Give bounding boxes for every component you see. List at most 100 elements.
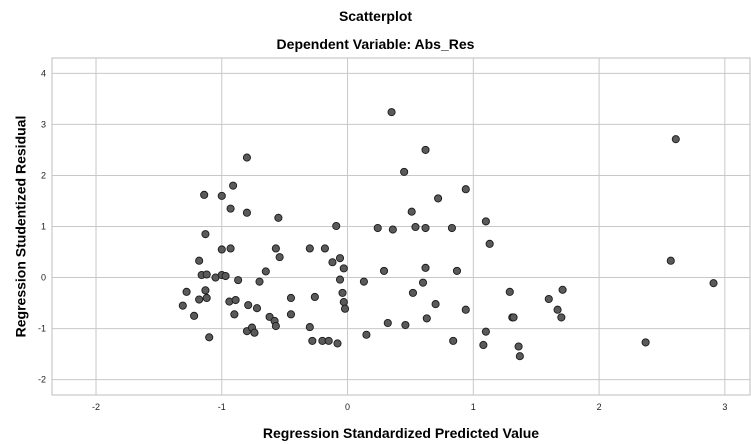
y-tick-label: 0 — [41, 273, 46, 283]
y-tick-label: 1 — [41, 222, 46, 232]
data-point — [379, 266, 389, 275]
data-point — [200, 190, 209, 199]
data-point — [271, 244, 280, 253]
data-point — [226, 204, 235, 213]
data-point — [373, 223, 382, 233]
data-point — [340, 304, 350, 313]
data-point — [434, 194, 443, 203]
data-point — [411, 222, 420, 232]
data-point — [234, 276, 243, 285]
y-tick-label: 3 — [41, 119, 46, 129]
data-point — [553, 305, 562, 314]
y-tick-label: 4 — [41, 68, 46, 78]
data-point — [401, 320, 410, 330]
data-point — [359, 277, 368, 286]
data-point — [421, 145, 430, 154]
data-point — [338, 288, 347, 297]
tick-labels: -2 -1 0 1 2 3 -2 -1 0 1 2 3 4 — [38, 68, 727, 412]
data-point — [333, 339, 342, 348]
data-point — [195, 256, 204, 265]
data-point — [201, 230, 210, 239]
data-point — [481, 327, 490, 336]
data-point — [461, 185, 470, 194]
data-point — [230, 310, 239, 319]
data-point — [422, 314, 431, 323]
data-point — [449, 336, 458, 345]
x-tick-label: 2 — [597, 402, 602, 412]
data-point — [544, 294, 553, 304]
chart-subtitle: Dependent Variable: Abs_Res — [276, 36, 475, 52]
data-point — [252, 304, 262, 313]
data-point — [229, 181, 238, 190]
x-tick-label: -1 — [218, 402, 226, 412]
y-axis-label: Regression Studentized Residual — [13, 116, 29, 338]
data-point — [202, 293, 211, 303]
y-tick-label: 2 — [41, 170, 46, 180]
data-point — [418, 278, 428, 287]
data-point — [335, 275, 345, 284]
data-point — [308, 336, 317, 345]
data-point — [261, 267, 270, 276]
data-point — [431, 300, 440, 309]
data-point — [182, 287, 191, 296]
data-point — [332, 221, 341, 231]
data-point — [447, 223, 456, 233]
data-point — [178, 301, 187, 310]
data-point — [383, 318, 392, 328]
data-point — [328, 258, 337, 267]
x-tick-label: 0 — [345, 402, 350, 412]
data-point — [481, 217, 490, 226]
y-tick-label: -2 — [38, 375, 46, 385]
y-tick-label: -1 — [38, 324, 46, 334]
data-point — [286, 310, 296, 319]
data-point — [671, 135, 680, 144]
data-points — [178, 108, 718, 361]
data-point — [387, 108, 396, 117]
data-point — [242, 153, 251, 162]
data-point — [324, 336, 333, 345]
chart-title: Scatterplot — [338, 8, 413, 24]
data-point — [514, 342, 523, 351]
x-tick-label: 3 — [722, 402, 727, 412]
data-point — [205, 333, 214, 342]
data-point — [217, 191, 226, 200]
x-tick-label: 1 — [471, 402, 476, 412]
data-point — [558, 285, 567, 294]
data-point — [557, 313, 566, 322]
data-point — [505, 287, 514, 296]
data-point — [335, 254, 345, 263]
data-point — [275, 253, 284, 262]
data-point — [388, 225, 397, 234]
data-point — [271, 322, 280, 331]
data-point — [339, 264, 348, 273]
x-axis-label: Regression Standardized Predicted Value — [263, 425, 539, 441]
grid-lines — [52, 58, 750, 395]
data-point — [195, 295, 204, 304]
data-point — [641, 338, 650, 347]
data-point — [709, 279, 718, 288]
data-point — [320, 244, 329, 253]
data-point — [274, 213, 283, 222]
data-point — [231, 295, 240, 305]
data-point — [201, 286, 210, 295]
data-point — [226, 244, 235, 253]
data-point — [190, 311, 199, 320]
data-point — [400, 167, 409, 176]
data-point — [202, 270, 211, 279]
data-point — [217, 245, 226, 254]
data-point — [242, 208, 251, 217]
data-point — [221, 271, 230, 281]
data-point — [407, 207, 416, 216]
data-point — [509, 313, 518, 322]
data-point — [339, 298, 348, 307]
data-point — [479, 340, 488, 350]
x-tick-label: -2 — [92, 402, 100, 412]
data-point — [408, 288, 417, 297]
data-point — [305, 244, 314, 253]
data-point — [666, 256, 675, 265]
data-point — [421, 223, 430, 233]
data-point — [310, 292, 319, 302]
data-point — [255, 277, 264, 286]
data-point — [250, 328, 259, 337]
